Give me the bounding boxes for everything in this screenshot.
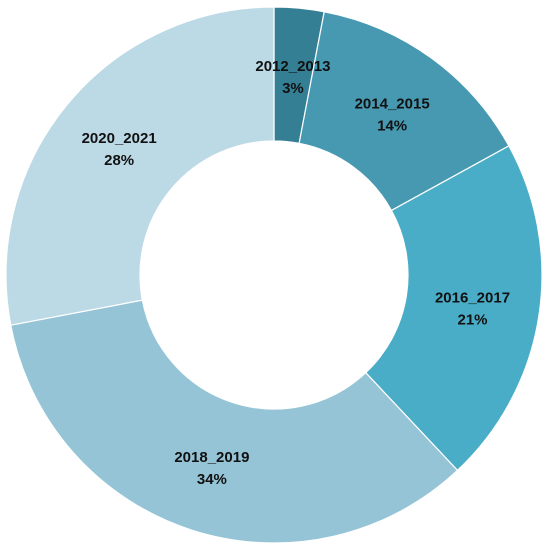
slice-label-2020-2021: 2020_2021 [82,130,157,147]
slice-label-2014-2015: 2014_2015 [355,95,430,112]
slice-2020-2021 [5,6,275,326]
slice-label-2012-2013: 2012_2013 [255,58,330,75]
slice-label-2018-2019: 2018_2019 [174,449,249,466]
slice-2018-2019 [10,299,459,544]
slice-value-2014-2015: 14% [377,117,407,134]
slice-value-2016-2017: 21% [458,311,488,328]
slice-2014-2015 [298,11,510,212]
slice-value-2012-2013: 3% [282,80,304,97]
slice-2016-2017 [364,145,543,472]
slice-value-2018-2019: 34% [197,471,227,488]
donut-labels: 2012_2013 3% 2014_2015 14% 2016_2017 21% 2018_… [82,58,510,488]
slice-value-2020-2021: 28% [104,152,134,169]
donut-slices [5,6,543,544]
slice-label-2016-2017: 2016_2017 [435,289,510,306]
